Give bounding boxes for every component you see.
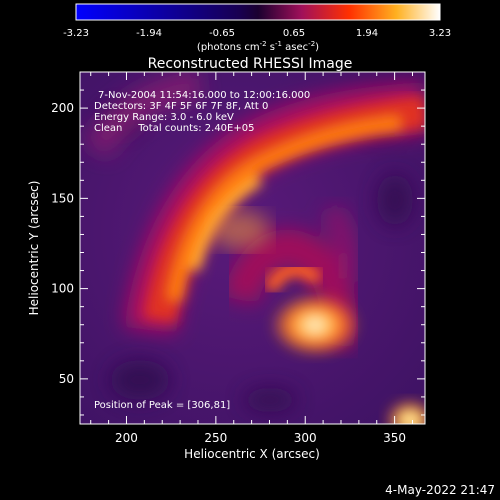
tick-label: 350 (383, 431, 406, 445)
info-energy-range: Energy Range: 3.0 - 6.0 keV (94, 112, 234, 123)
colorbar-tick-label: 1.94 (356, 28, 378, 39)
x-axis: 200 250 300 350 (90, 72, 413, 445)
colorbar-tick-label: 3.23 (429, 28, 451, 39)
colorbar-ticks: -3.23 -1.94 -0.65 0.65 1.94 3.23 (63, 28, 451, 39)
peak-hotspot (270, 293, 360, 357)
tick-label: 100 (51, 282, 74, 296)
colorbar (75, 3, 441, 21)
tick-label: 250 (204, 431, 227, 445)
solar-image (80, 72, 425, 424)
page-title: Reconstructed RHESSI Image (148, 56, 353, 72)
x-axis-label: Heliocentric X (arcsec) (184, 447, 320, 461)
plot-frame (79, 71, 426, 425)
colorbar-tick-label: -1.94 (136, 28, 162, 39)
tick-label: 300 (294, 431, 317, 445)
y-axis-label: Heliocentric Y (arcsec) (27, 181, 41, 316)
colorbar-tick-label: 0.65 (283, 28, 305, 39)
colorbar-tick-label: -3.23 (63, 28, 89, 39)
colorbar-unit: (photons cm-2 s-1 asec-2) (197, 40, 319, 53)
info-clean-counts: Clean Total counts: 2.40E+05 (94, 123, 254, 134)
y-axis: 50 100 150 200 (51, 71, 425, 416)
observation-info: 7-Nov-2004 11:54:16.000 to 12:00:16.000 … (94, 90, 310, 411)
tick-label: 200 (115, 431, 138, 445)
tick-label: 200 (51, 101, 74, 115)
tick-label: 50 (59, 372, 74, 386)
info-peak-position: Position of Peak = [306,81] (94, 400, 230, 411)
timestamp: 4-May-2022 21:47 (385, 483, 495, 497)
tick-label: 150 (51, 191, 74, 205)
colorbar-tick-label: -0.65 (209, 28, 235, 39)
info-detectors: Detectors: 3F 4F 5F 6F 7F 8F, Att 0 (94, 101, 268, 112)
info-time-range: 7-Nov-2004 11:54:16.000 to 12:00:16.000 (98, 90, 310, 101)
